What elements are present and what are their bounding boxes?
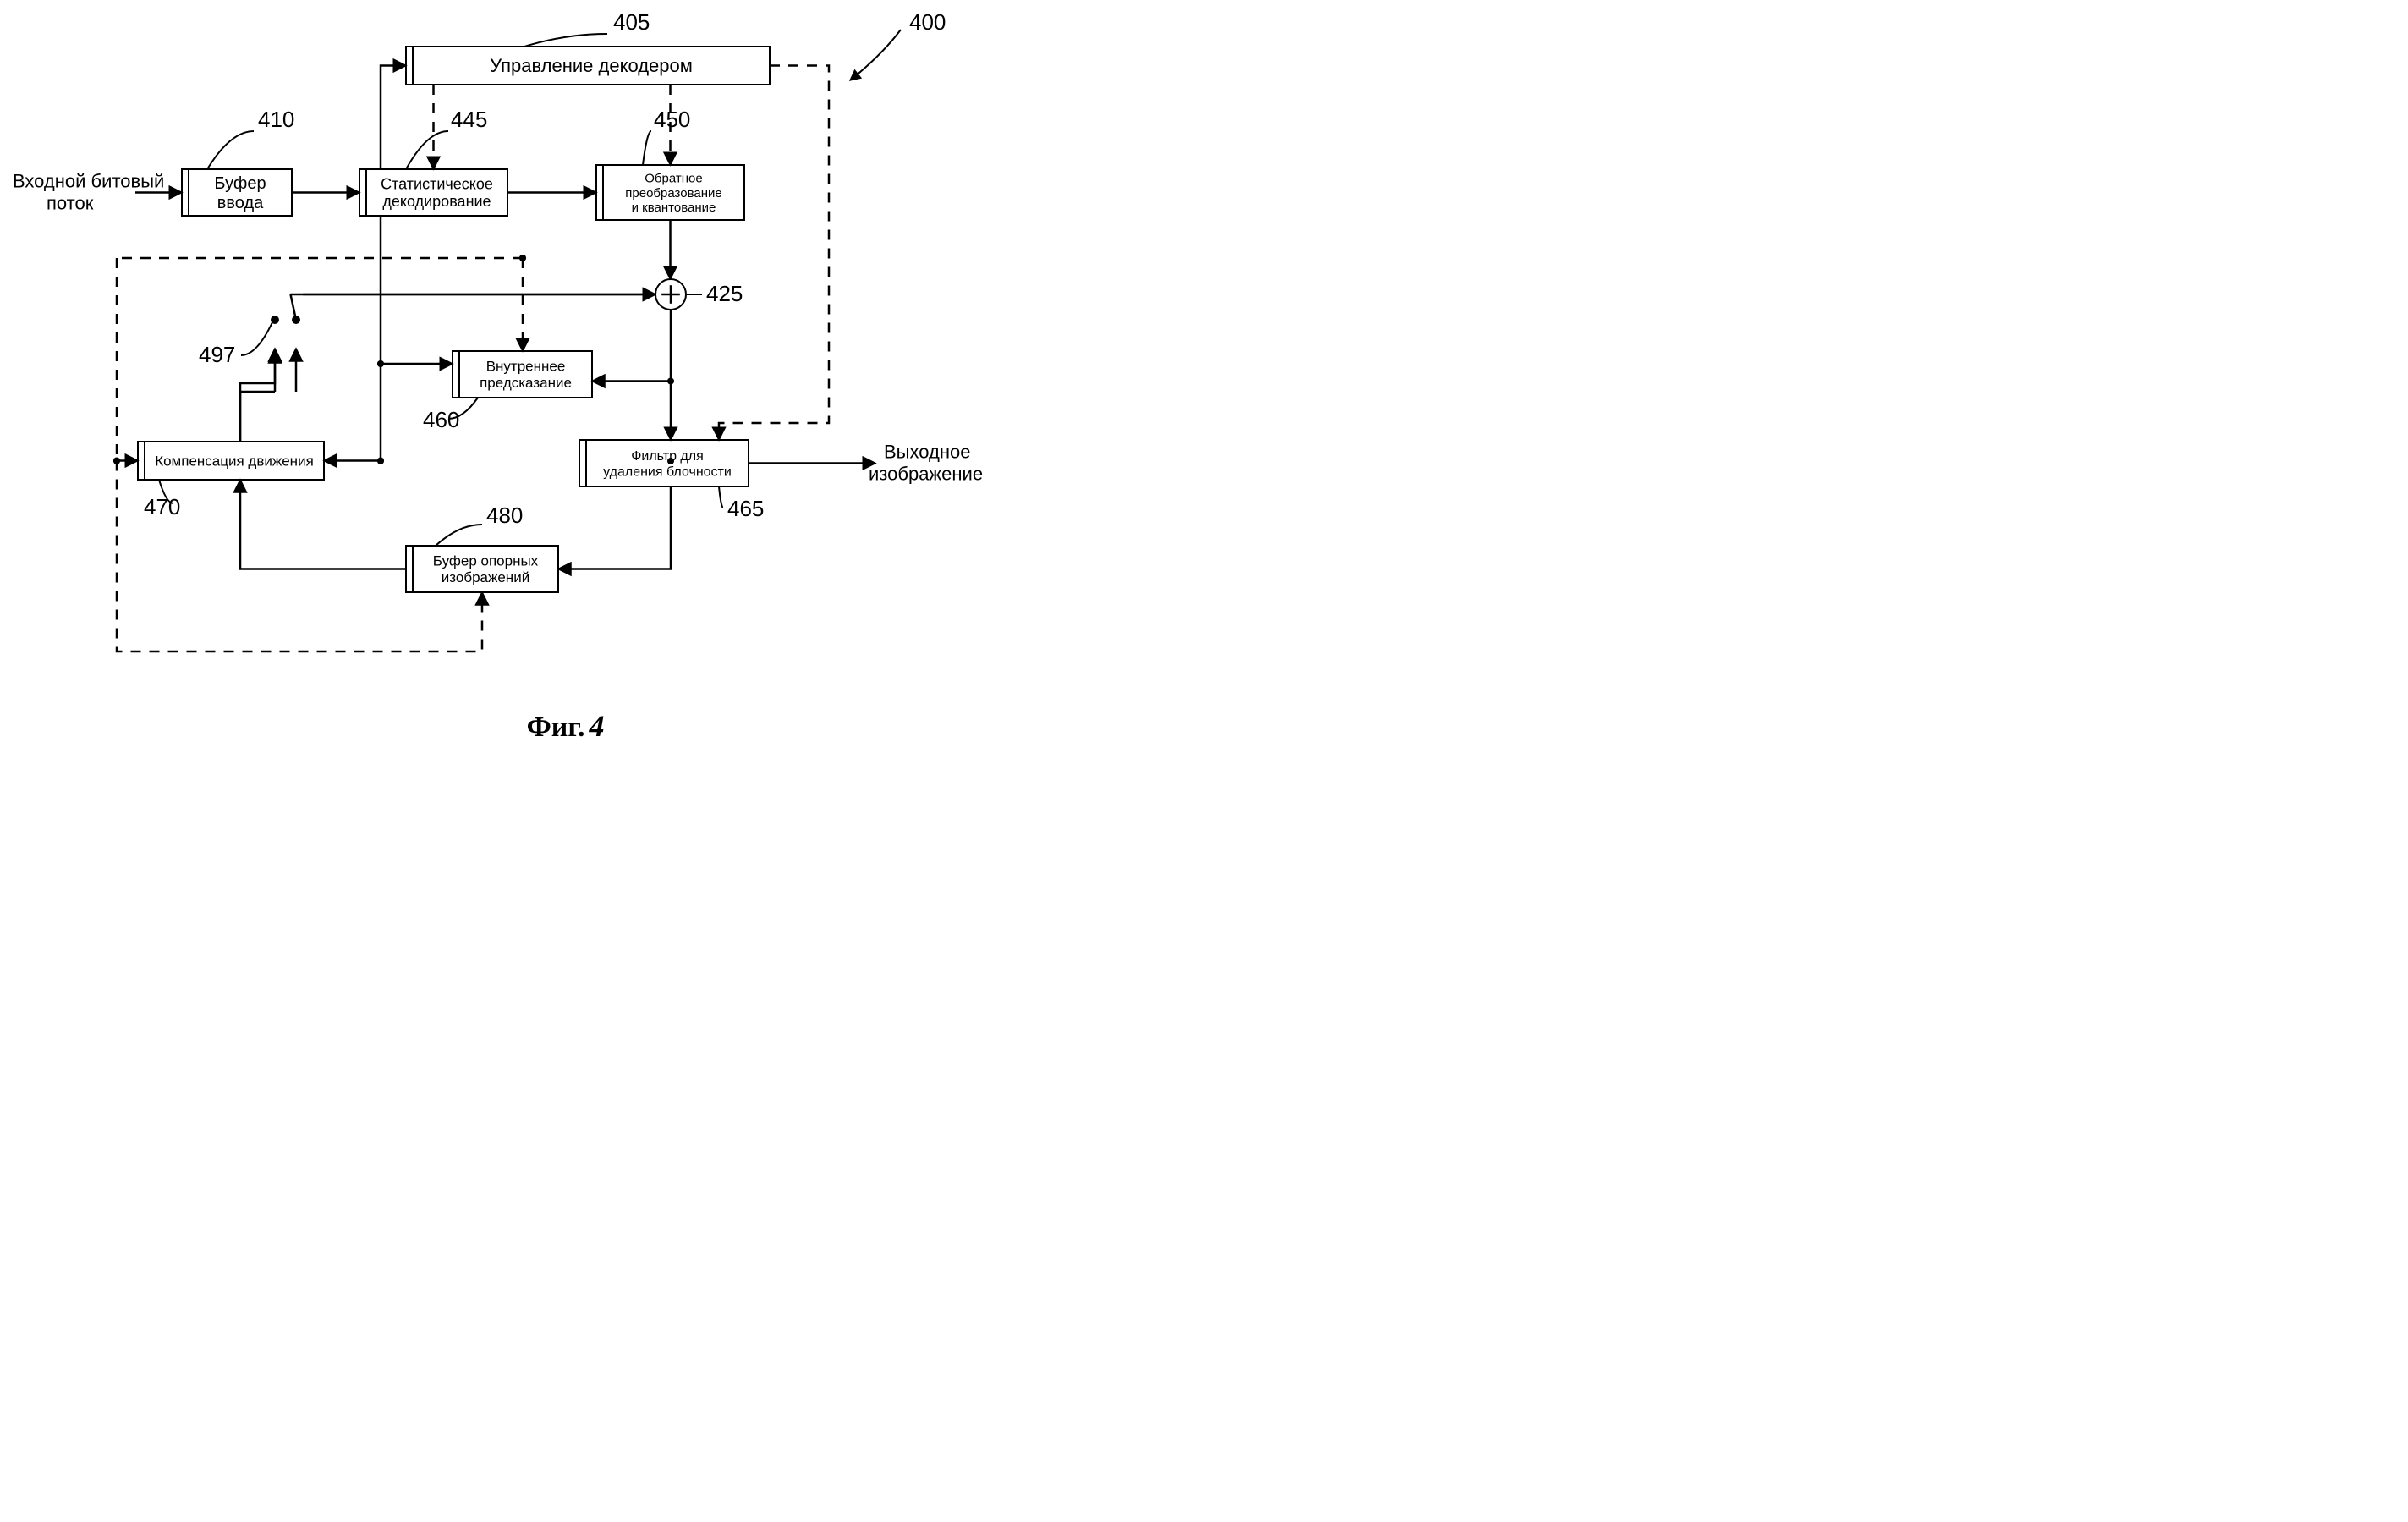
intra-prediction-box-label: предсказание <box>480 375 572 391</box>
statistical-decoding-box-label: Статистическое <box>381 175 493 192</box>
arrow-refbuf-to-mcomp <box>240 480 406 569</box>
inverse-transform-quant-box-label: и квантование <box>632 201 716 215</box>
mcomp-to-switch-feed <box>240 392 275 442</box>
leader-497 <box>241 322 272 355</box>
ref-470: 470 <box>144 494 180 519</box>
leader-400 <box>850 30 901 80</box>
arrow-statdec-to-decoderctrl <box>381 66 406 170</box>
ref-410: 410 <box>258 107 294 132</box>
output-label: изображение <box>869 464 983 485</box>
ref-450: 450 <box>654 107 690 132</box>
ctrl-to-deblock <box>719 66 829 441</box>
arrow-mcomp-to-switch <box>240 350 275 442</box>
ref-445: 445 <box>451 107 487 132</box>
arrow-deblock-to-refbuf <box>558 486 671 569</box>
leader-405 <box>524 34 607 47</box>
switch-pole <box>291 294 297 320</box>
input-label: поток <box>47 193 94 214</box>
leader-480 <box>436 525 482 546</box>
ref-405: 405 <box>613 9 650 35</box>
reference-buffer-box-label: изображений <box>442 569 529 585</box>
input-buffer-box-label: Буфер <box>214 174 266 193</box>
intra-prediction-box-label: Внутреннее <box>486 359 566 375</box>
junction-dot <box>519 255 526 261</box>
junction-dot <box>667 458 674 464</box>
input-buffer-box-label: ввода <box>217 194 264 212</box>
ref-425: 425 <box>706 281 743 306</box>
leader-465 <box>719 486 723 508</box>
output-label: Выходное <box>884 442 970 463</box>
decoder-block-diagram: Управление декодером Буферввода Статистиче… <box>0 0 1204 761</box>
inverse-transform-quant-box-label: преобразование <box>625 186 721 201</box>
ref-400: 400 <box>909 9 946 35</box>
figure-caption-number: 4 <box>589 709 605 743</box>
statistical-decoding-box-label: декодирование <box>382 193 491 210</box>
leader-445 <box>406 131 448 169</box>
leader-410 <box>207 131 254 169</box>
leader-450 <box>643 131 651 165</box>
ref-497: 497 <box>199 342 235 367</box>
junction-dot <box>377 458 384 464</box>
junction-dot <box>377 360 384 367</box>
deblocking-filter-box-label: Фильтр для <box>631 449 704 464</box>
motion-compensation-box-label: Компенсация движения <box>155 453 314 469</box>
junction-dot <box>113 458 120 464</box>
input-label: Входной битовый <box>13 171 164 192</box>
inverse-transform-quant-box-label: Обратное <box>645 172 702 186</box>
ref-460: 460 <box>423 407 459 432</box>
ref-465: 465 <box>727 496 764 521</box>
ref-480: 480 <box>486 503 523 528</box>
decoder-control-box-label: Управление декодером <box>490 55 693 76</box>
junction-dot <box>667 378 674 385</box>
deblocking-filter-box-label: удаления блочности <box>603 464 732 479</box>
reference-buffer-box-label: Буфер опорных <box>433 553 539 569</box>
figure-caption-prefix: Фиг. <box>527 712 585 743</box>
